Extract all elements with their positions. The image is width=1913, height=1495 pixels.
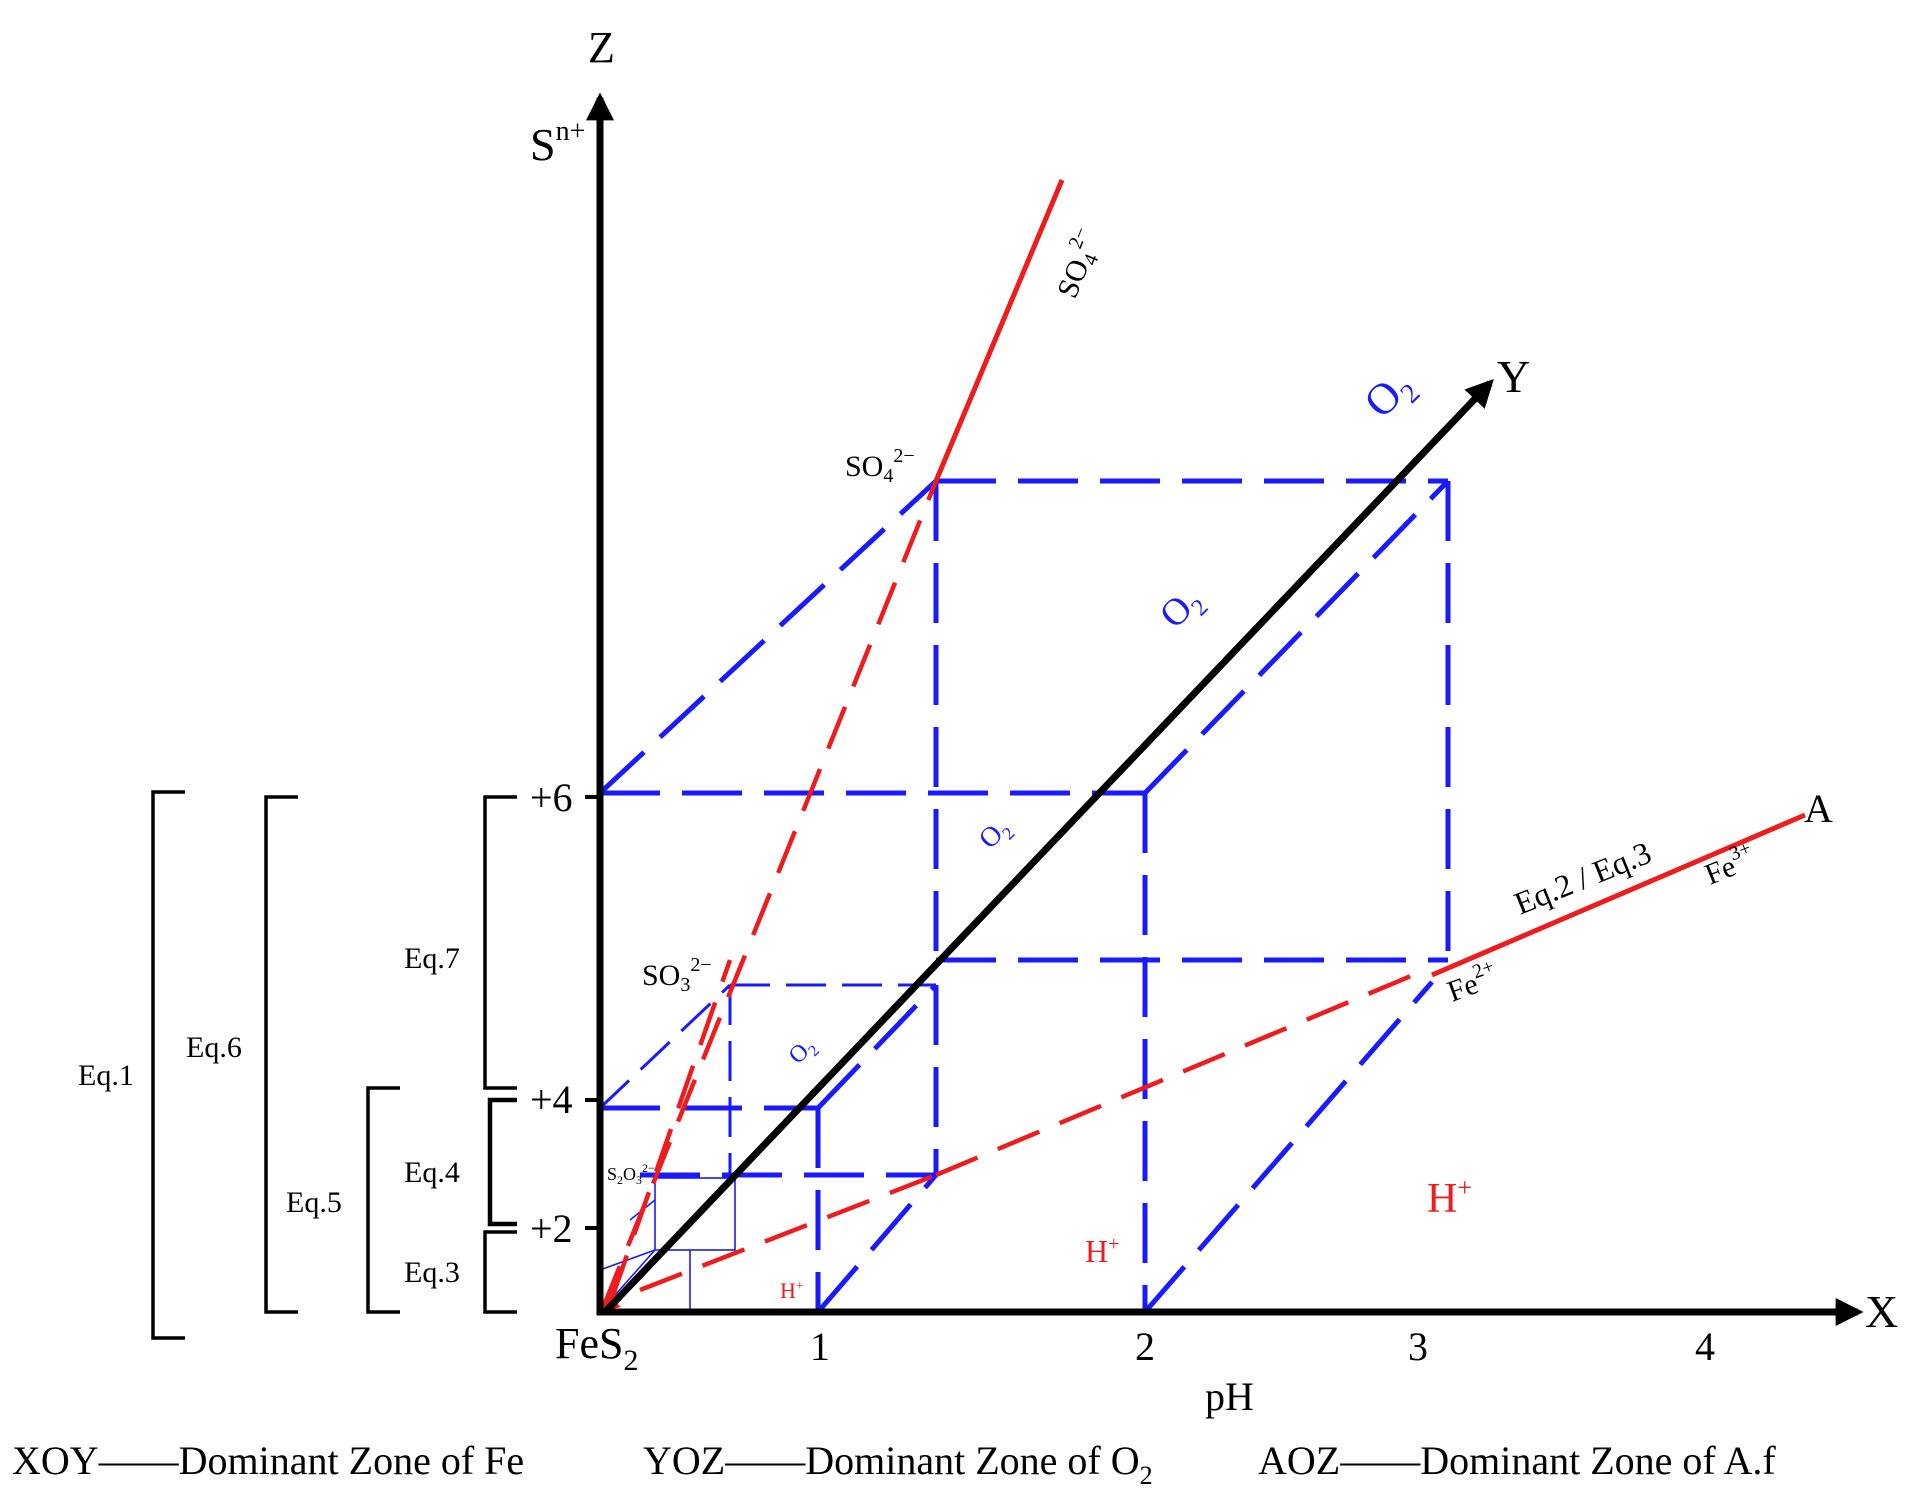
y-axis-label: Y [1497,351,1530,402]
o2-axis-label: O2 [1354,360,1426,432]
point-a-label: A [1804,786,1833,831]
fe-red-line [1431,812,1806,978]
outer-cube [598,478,1451,1314]
eq6-bracket [264,795,298,1314]
s2o3-label: S2O32− [607,1161,655,1187]
legend-yoz: YOZ——Dominant Zone of O2 [643,1438,1153,1490]
eq5-bracket [366,1086,400,1314]
o2-mid-label: O2 [973,812,1018,857]
x-tick-label-1: 1 [810,1324,830,1369]
legend-aoz: AOZ——Dominant Zone of A.f [1258,1438,1776,1483]
eq3-label: Eq.3 [404,1256,460,1289]
eq3-bracket [483,1230,517,1314]
hplus-small-label: H+ [780,1278,804,1303]
o2-big-label: O2 [1152,579,1214,641]
x-tick-label-2: 2 [1135,1324,1155,1369]
x-tick-label-3: 3 [1408,1324,1428,1369]
so4-label-line: SO42− [1046,224,1111,304]
so4-label-top: SO42− [845,445,915,487]
z-tick-label-6: +6 [530,775,573,820]
hplus-big-label: H+ [1427,1173,1472,1222]
eq1-bracket [151,790,185,1340]
eq4-bracket [487,1097,517,1227]
fe2-label: Fe2+ [1441,955,1502,1008]
x-axis-title: pH [1205,1374,1254,1419]
legend-xoy: XOY——Dominant Zone of Fe [12,1438,524,1483]
legend: XOY——Dominant Zone of Fe YOZ——Dominant Z… [12,1438,1776,1490]
y-axis [602,378,1494,1315]
z-tick-label-4: +4 [530,1077,573,1122]
z-axis-title: Sn+ [530,116,585,170]
eq1-label: Eq.1 [78,1059,134,1092]
eq5-label: Eq.5 [286,1186,342,1219]
x-axis-label: X [1865,1286,1898,1337]
so4-red-line [933,179,1065,482]
z-tick-label-2: +2 [530,1206,573,1251]
hplus-mid-label: H+ [1085,1233,1119,1269]
origin-label: FeS2 [555,1319,638,1377]
eq4-label: Eq.4 [404,1156,460,1189]
z-axis-label: Z [588,23,615,72]
x-tick-label-4: 4 [1695,1324,1715,1369]
middle-box [598,983,939,1314]
red-dashed-lines [600,480,1431,1309]
fe3-label: Fe3+ [1698,837,1760,891]
eq7-label: Eq.7 [404,942,460,975]
eq6-label: Eq.6 [186,1031,242,1064]
o2-small-label: O2 [784,1033,823,1072]
so3-label: SO32− [642,954,712,996]
eq7-bracket [483,795,517,1090]
